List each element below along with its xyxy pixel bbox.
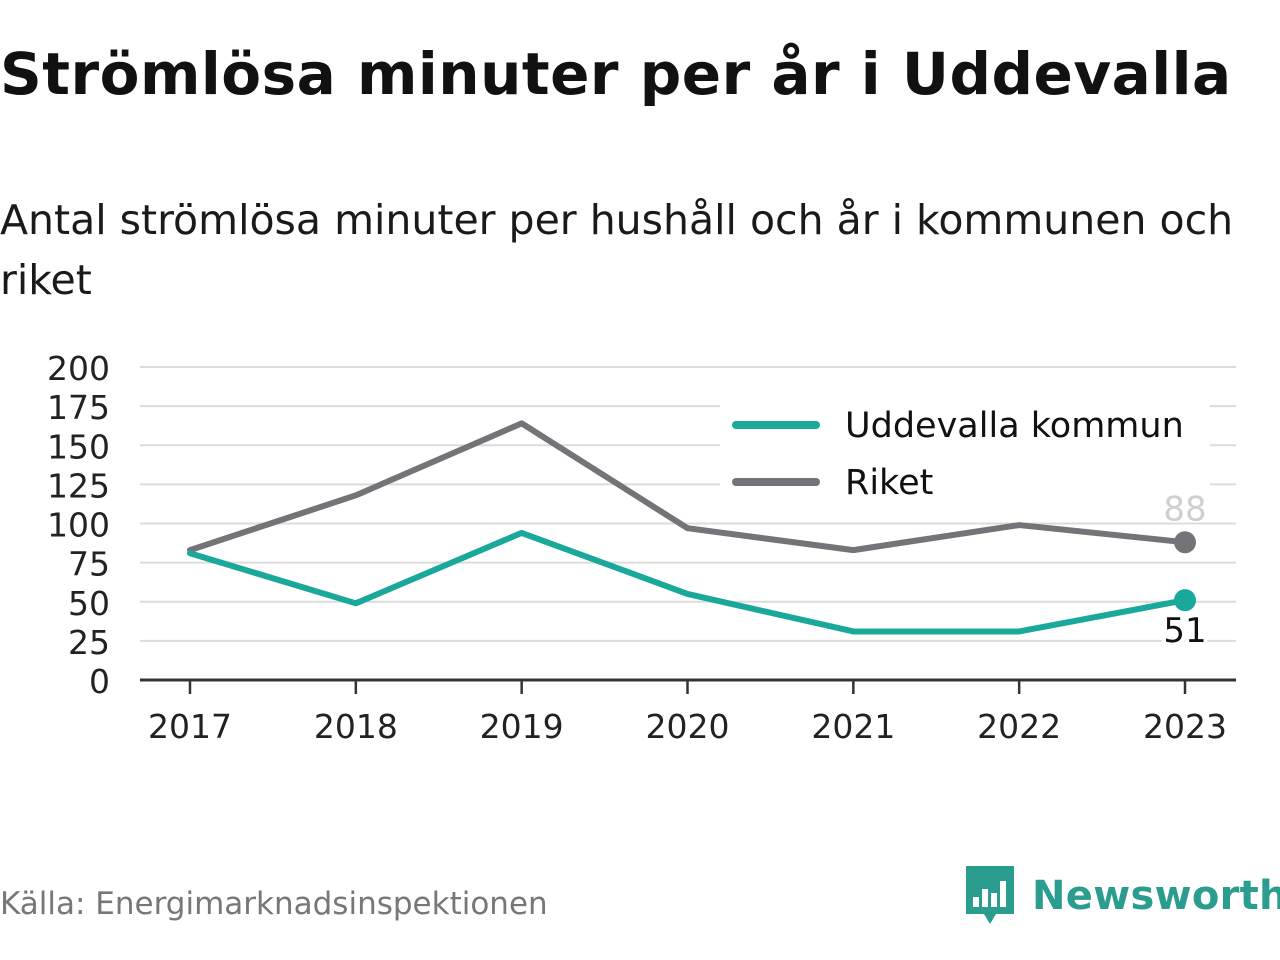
end-point (1174, 531, 1196, 554)
series-lines (187, 420, 1196, 635)
end-labels: 51 88 (1159, 489, 1210, 655)
page-title: Strömlösa minuter per år i Uddevalla (0, 40, 1232, 108)
y-tick-label: 0 (89, 662, 110, 701)
end-point (1174, 589, 1196, 612)
page-subtitle: Antal strömlösa minuter per hushåll och … (0, 196, 1234, 304)
y-tick-label: 175 (47, 388, 110, 427)
series-line (187, 529, 1188, 635)
y-tick-label: 25 (68, 623, 110, 662)
x-tick-label: 2022 (977, 707, 1061, 746)
x-tick-label: 2023 (1143, 707, 1227, 746)
y-tick-label: 100 (47, 506, 110, 545)
x-tick-label: 2021 (811, 707, 895, 746)
legend-background (720, 400, 1210, 492)
y-tick-label: 200 (47, 349, 110, 388)
x-tick-label: 2017 (148, 707, 232, 746)
y-tick-label: 125 (47, 466, 110, 505)
x-axis: 2017 2018 2019 2020 2021 2022 2023 (140, 678, 1236, 746)
y-tick-label: 50 (68, 584, 110, 623)
legend-label: Uddevalla kommun (845, 406, 1184, 446)
x-tick-label: 2019 (480, 707, 564, 746)
end-value-label: 51 (1163, 611, 1206, 651)
y-tick-label: 150 (47, 427, 110, 466)
end-value-label: 88 (1163, 489, 1206, 529)
brand-name: Newsworthy (1032, 873, 1280, 919)
series-line (187, 420, 1188, 554)
x-tick-label: 2018 (314, 707, 398, 746)
x-tick-label: 2020 (646, 707, 730, 746)
bar-chart-speech-bubble-icon (966, 866, 1014, 924)
legend: Uddevalla kommun Riket (720, 400, 1210, 503)
legend-label: Riket (845, 463, 933, 503)
source-text: Källa: Energimarknadsinspektionen (0, 886, 548, 922)
y-tick-label: 75 (68, 545, 110, 584)
brand-logo: Newsworthy (964, 864, 1280, 928)
